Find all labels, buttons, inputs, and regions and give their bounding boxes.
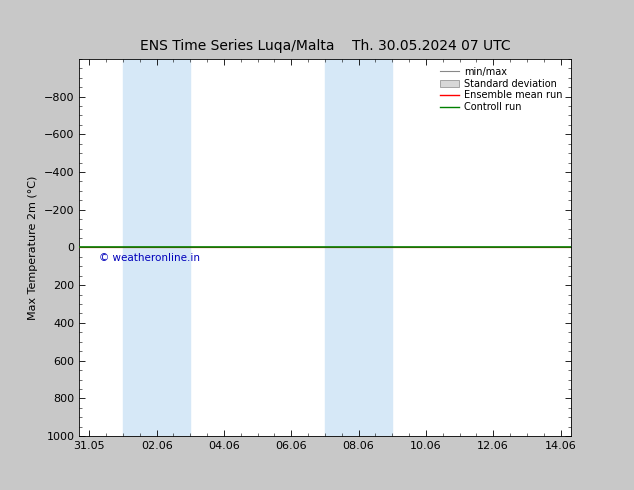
Text: © weatheronline.in: © weatheronline.in (100, 253, 200, 263)
Bar (325, 59, 392, 436)
Title: ENS Time Series Luqa/Malta    Th. 30.05.2024 07 UTC: ENS Time Series Luqa/Malta Th. 30.05.202… (139, 40, 510, 53)
Y-axis label: Max Temperature 2m (°C): Max Temperature 2m (°C) (29, 175, 38, 319)
Bar (123, 59, 190, 436)
Legend: min/max, Standard deviation, Ensemble mean run, Controll run: min/max, Standard deviation, Ensemble me… (437, 64, 566, 115)
